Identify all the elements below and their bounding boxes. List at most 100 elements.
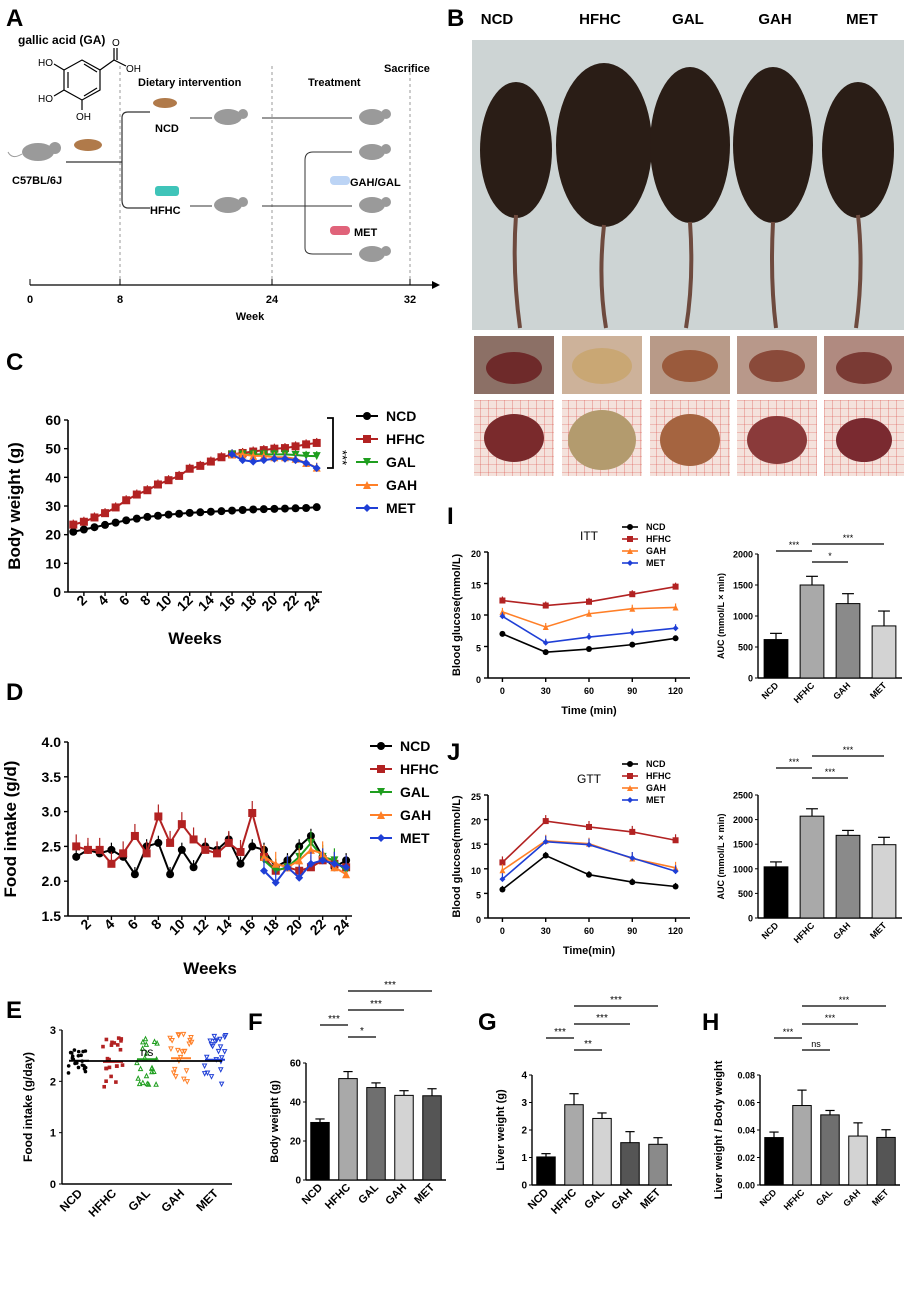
data-point-met	[203, 1054, 210, 1061]
panel-letter-b: B	[447, 5, 464, 32]
category-label: GAL	[582, 1186, 607, 1211]
data-point-hfhc	[95, 845, 104, 854]
data-point-ncd	[586, 646, 592, 653]
data-point-hfhc	[196, 461, 205, 470]
data-point-hfhc	[672, 583, 679, 590]
category-label: GAH	[831, 680, 852, 701]
legend-label: HFHC	[646, 771, 671, 781]
category-label: HFHC	[323, 1182, 353, 1212]
data-point-hfhc	[586, 823, 592, 830]
category-label: MET	[193, 1186, 221, 1214]
legend-label: MET	[646, 795, 666, 805]
data-point-met	[306, 859, 315, 868]
legend-label: MET	[400, 830, 430, 846]
data-point-gal	[143, 1041, 150, 1047]
legend-label: GAH	[400, 807, 431, 823]
legend-label: GAH	[646, 783, 666, 793]
bar-met	[648, 1143, 668, 1186]
legend-marker	[377, 742, 385, 750]
data-point-ncd	[166, 870, 175, 879]
category-label: NCD	[760, 920, 781, 941]
bar-gal	[592, 1117, 612, 1186]
data-point-hfhc	[213, 849, 222, 858]
x-tick-label: 30	[541, 926, 551, 936]
data-point-ncd	[82, 1067, 87, 1071]
data-point-ncd	[82, 1064, 86, 1068]
legend-marker	[627, 536, 633, 542]
data-point-hfhc	[101, 509, 110, 518]
legend-marker	[627, 548, 633, 554]
category-label: NCD	[57, 1186, 86, 1215]
data-point-gah	[175, 1032, 182, 1038]
data-point-hfhc	[499, 597, 506, 604]
data-point-hfhc	[83, 845, 92, 854]
y-tick-label: 500	[738, 889, 753, 899]
data-point-gal	[135, 1075, 141, 1081]
data-point-gah	[184, 1079, 191, 1085]
data-point-gah	[499, 867, 506, 874]
y-tick-label: 0.00	[737, 1181, 755, 1191]
data-point-ncd	[238, 506, 247, 515]
legend-label: GAL	[400, 784, 430, 800]
data-point-hfhc	[122, 496, 131, 505]
significance-mark: ***	[596, 1013, 608, 1024]
x-tick-label: 14	[195, 592, 217, 614]
x-tick-label: 4	[101, 916, 118, 933]
data-point-hfhc	[142, 849, 151, 858]
data-point-gah	[175, 1047, 181, 1054]
data-point-ncd	[175, 509, 184, 518]
data-point-gal	[134, 1059, 140, 1066]
data-point-met	[542, 838, 549, 845]
data-point-hfhc	[312, 438, 321, 447]
y-axis-label: AUC (mmol/L × min)	[716, 573, 726, 659]
data-point-ncd	[189, 863, 198, 872]
data-point-met	[330, 859, 339, 868]
data-point-ncd	[132, 514, 141, 523]
data-point-hfhc	[143, 486, 152, 495]
capsule-icon	[330, 226, 350, 235]
food-intake-line-chart: 1.52.02.53.03.54.02 4 6 8 10 12 14 16 18 20 22 24We…	[1, 734, 439, 978]
data-point-ncd	[130, 870, 139, 879]
data-point-met	[259, 456, 268, 465]
x-tick-label: 6	[124, 916, 141, 933]
timeline-arrowhead-icon	[432, 281, 440, 289]
y-tick-label: 10	[471, 612, 481, 622]
data-point-met	[238, 456, 247, 465]
data-point-hfhc	[115, 1064, 119, 1068]
mouse-icon	[359, 197, 391, 213]
significance-mark: ***	[789, 540, 800, 550]
category-label: GAH	[841, 1187, 862, 1208]
x-tick-label: 90	[627, 686, 637, 696]
data-point-hfhc	[185, 464, 194, 473]
y-tick-label: 1.5	[42, 908, 62, 924]
data-point-met	[283, 863, 292, 872]
significance-mark: *	[828, 551, 832, 561]
significance-mark: ***	[610, 995, 622, 1006]
x-tick-label: 0	[500, 926, 505, 936]
y-tick-label: 10	[471, 866, 481, 876]
data-point-hfhc	[248, 808, 257, 817]
data-point-hfhc	[109, 1043, 114, 1047]
data-point-hfhc	[90, 513, 99, 522]
data-point-met	[499, 876, 506, 883]
y-tick-label: 30	[45, 498, 61, 514]
x-tick-label: 10	[166, 916, 188, 938]
bar-gah	[835, 834, 861, 919]
data-point-hfhc	[104, 1079, 108, 1083]
category-label: NCD	[526, 1187, 551, 1212]
compound-label: gallic acid (GA)	[18, 33, 105, 47]
chart-title: ITT	[580, 529, 599, 543]
data-point-hfhc	[175, 471, 184, 480]
data-point-hfhc	[291, 442, 300, 451]
legend-label: NCD	[646, 759, 666, 769]
significance-mark: ***	[783, 1027, 794, 1037]
legend-marker	[363, 435, 371, 443]
y-tick-label: 0	[748, 914, 753, 924]
mouse-photo-icon	[480, 63, 894, 329]
legend-label: GAL	[386, 454, 416, 470]
data-point-met	[672, 868, 679, 875]
data-point-gah	[259, 852, 268, 861]
stage-label-sacrifice: Sacrifice	[384, 63, 430, 75]
data-point-ncd	[228, 506, 237, 515]
data-point-met	[342, 863, 351, 872]
